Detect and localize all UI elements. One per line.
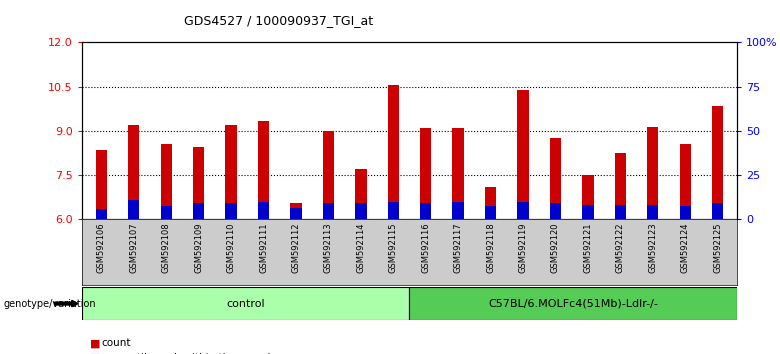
Bar <box>452 128 464 219</box>
Bar <box>193 203 204 219</box>
Bar <box>712 106 723 219</box>
Bar <box>615 205 626 219</box>
Text: GSM592110: GSM592110 <box>227 223 236 273</box>
Text: ■: ■ <box>90 353 100 354</box>
Bar <box>323 131 334 219</box>
Text: GSM592125: GSM592125 <box>713 223 722 273</box>
Bar <box>517 90 529 219</box>
Text: GSM592114: GSM592114 <box>356 223 365 273</box>
Text: ■: ■ <box>90 338 100 348</box>
Bar <box>193 147 204 219</box>
Bar <box>582 205 594 219</box>
Bar <box>225 203 237 219</box>
Bar <box>128 125 140 219</box>
Text: GSM592106: GSM592106 <box>97 223 106 273</box>
Text: GSM592107: GSM592107 <box>129 223 138 273</box>
Text: C57BL/6.MOLFc4(51Mb)-Ldlr-/-: C57BL/6.MOLFc4(51Mb)-Ldlr-/- <box>488 298 658 309</box>
Bar <box>550 203 561 219</box>
Bar <box>679 206 691 219</box>
Bar <box>82 287 410 320</box>
Text: GSM592111: GSM592111 <box>259 223 268 273</box>
Bar <box>615 153 626 219</box>
Text: count: count <box>101 338 131 348</box>
Bar <box>679 144 691 219</box>
Bar <box>225 125 237 219</box>
Text: GSM592123: GSM592123 <box>648 223 658 273</box>
Text: GSM592121: GSM592121 <box>583 223 592 273</box>
Bar <box>388 85 399 219</box>
Bar <box>388 202 399 219</box>
Text: GSM592122: GSM592122 <box>616 223 625 273</box>
Bar <box>582 175 594 219</box>
Bar <box>647 127 658 219</box>
Text: GSM592113: GSM592113 <box>324 223 333 273</box>
Text: GSM592115: GSM592115 <box>388 223 398 273</box>
Bar <box>355 169 367 219</box>
Text: GSM592120: GSM592120 <box>551 223 560 273</box>
Bar <box>712 203 723 219</box>
Bar <box>96 209 107 219</box>
Bar <box>647 205 658 219</box>
Text: control: control <box>226 298 265 309</box>
Bar <box>258 121 269 219</box>
Bar <box>485 206 496 219</box>
Text: GSM592109: GSM592109 <box>194 223 203 273</box>
Bar <box>420 203 431 219</box>
Bar <box>161 206 172 219</box>
Text: GDS4527 / 100090937_TGI_at: GDS4527 / 100090937_TGI_at <box>184 14 373 27</box>
Text: GSM592119: GSM592119 <box>519 223 527 273</box>
Text: percentile rank within the sample: percentile rank within the sample <box>101 353 277 354</box>
Bar <box>258 202 269 219</box>
Text: GSM592117: GSM592117 <box>454 223 463 273</box>
Bar <box>355 203 367 219</box>
Bar <box>128 200 140 219</box>
Text: GSM592124: GSM592124 <box>681 223 690 273</box>
Bar <box>550 138 561 219</box>
Text: GSM592112: GSM592112 <box>292 223 300 273</box>
Text: GSM592118: GSM592118 <box>486 223 495 273</box>
Text: GSM592108: GSM592108 <box>161 223 171 273</box>
Bar <box>323 203 334 219</box>
Bar <box>161 144 172 219</box>
Text: genotype/variation: genotype/variation <box>4 298 97 309</box>
Bar <box>452 202 464 219</box>
Text: GSM592116: GSM592116 <box>421 223 431 273</box>
Bar <box>517 202 529 219</box>
Bar <box>290 203 302 219</box>
Bar <box>485 187 496 219</box>
Bar <box>410 287 737 320</box>
Bar <box>420 128 431 219</box>
Bar <box>290 208 302 219</box>
Bar <box>96 150 107 219</box>
